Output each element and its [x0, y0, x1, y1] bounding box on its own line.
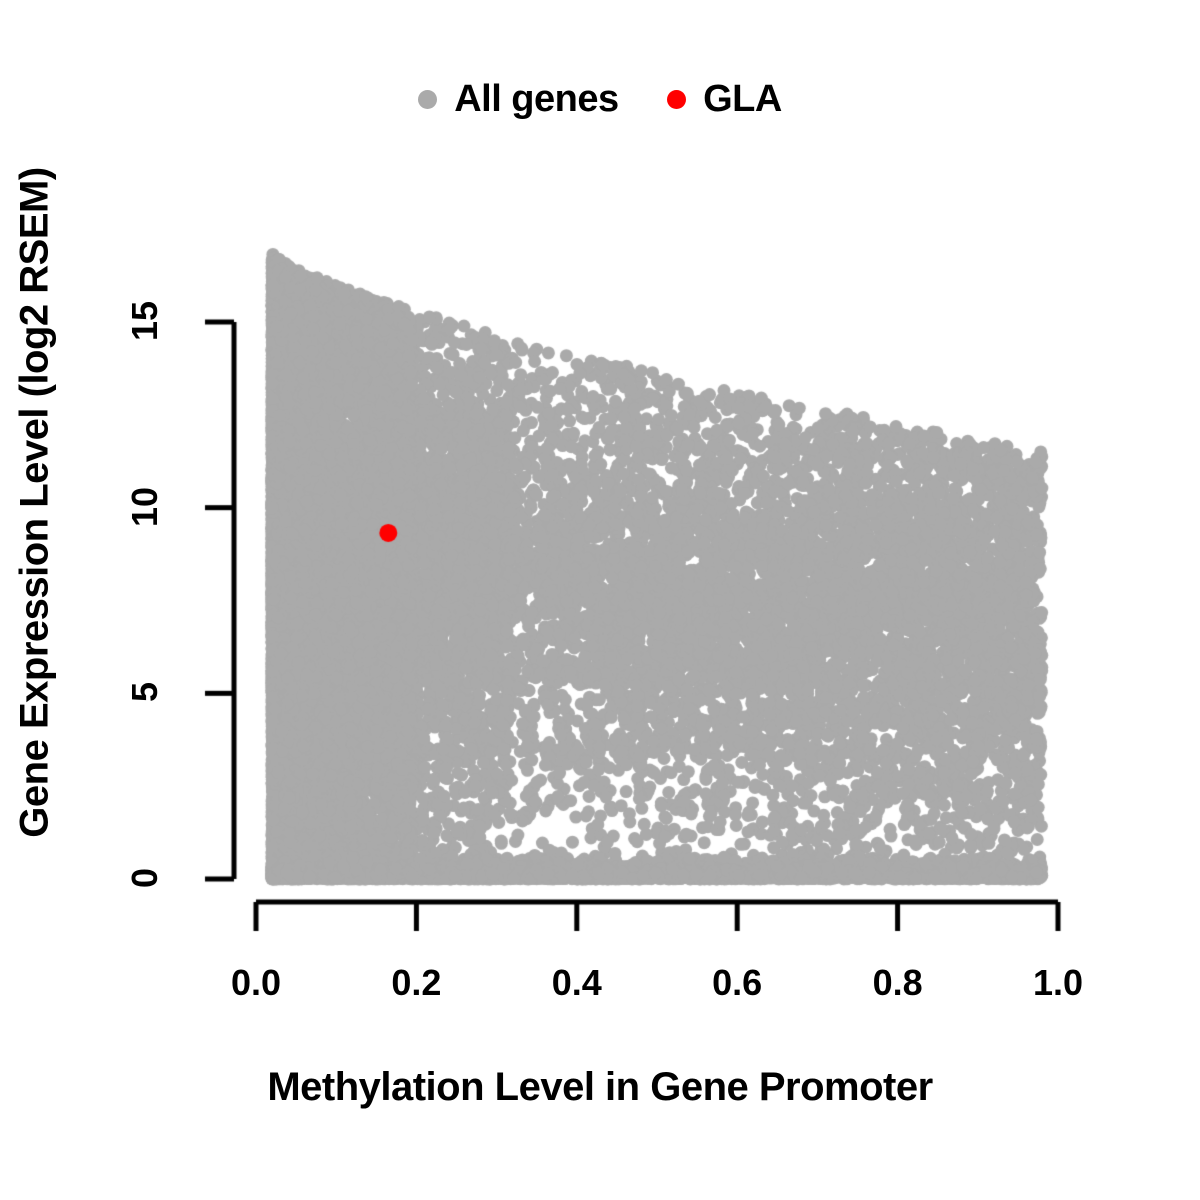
x-tick-label: 0.2	[391, 962, 442, 1003]
x-tick-label: 0.8	[872, 962, 923, 1003]
legend-entry-all-genes: All genes	[418, 78, 619, 121]
x-tick-label: 0.4	[551, 962, 602, 1003]
legend-marker-all-genes-icon	[418, 90, 438, 109]
y-tick-label: 0	[124, 867, 165, 889]
y-tick-label: 15	[124, 300, 165, 342]
chart-legend: All genes GLA	[0, 78, 1200, 121]
y-tick-label: 10	[124, 486, 165, 527]
y-axis-title: Gene Expression Level (log2 RSEM)	[12, 167, 57, 838]
legend-entry-gla: GLA	[667, 78, 782, 121]
y-axis-title-wrapper: Gene Expression Level (log2 RSEM)	[0, 0, 64, 1010]
x-axis-title: Methylation Level in Gene Promoter	[267, 1065, 933, 1109]
legend-label-gla: GLA	[703, 78, 782, 120]
x-tick-label: 0.0	[230, 962, 282, 1003]
x-tick-label: 0.6	[712, 962, 763, 1003]
legend-label-all-genes: All genes	[454, 78, 619, 120]
y-tick-label: 5	[124, 682, 165, 703]
legend-marker-gla-icon	[667, 90, 687, 109]
x-tick-label: 1.0	[1032, 962, 1084, 1003]
